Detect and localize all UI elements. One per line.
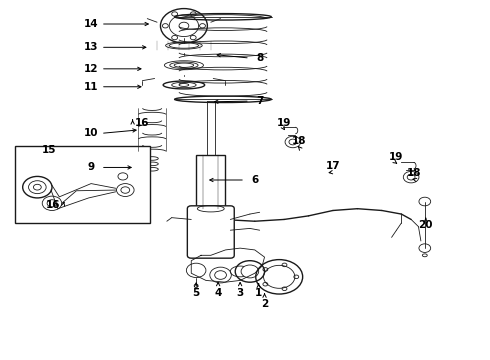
Text: 2: 2 [261, 299, 268, 309]
Text: 6: 6 [251, 175, 258, 185]
Text: 4: 4 [215, 288, 222, 298]
Text: 12: 12 [84, 64, 98, 74]
Text: 18: 18 [406, 168, 421, 178]
Text: 10: 10 [84, 129, 98, 138]
Text: 16: 16 [135, 118, 149, 128]
Text: 14: 14 [84, 19, 98, 29]
Text: 18: 18 [292, 136, 306, 145]
Text: 20: 20 [418, 220, 433, 230]
Text: 7: 7 [256, 96, 263, 106]
Text: 15: 15 [42, 144, 57, 154]
Text: 16: 16 [46, 200, 61, 210]
Text: 1: 1 [255, 288, 262, 298]
Bar [196, 155, 225, 209]
Text: 17: 17 [326, 161, 340, 171]
Bar [15, 146, 150, 223]
Text: 13: 13 [84, 42, 98, 52]
Text: 19: 19 [277, 118, 291, 128]
Text: 5: 5 [193, 288, 200, 298]
Text: 9: 9 [88, 162, 95, 172]
Text: 19: 19 [389, 152, 404, 162]
Text: 8: 8 [256, 53, 263, 63]
Text: 11: 11 [84, 82, 98, 92]
FancyBboxPatch shape [187, 206, 234, 258]
Text: 3: 3 [237, 288, 244, 298]
